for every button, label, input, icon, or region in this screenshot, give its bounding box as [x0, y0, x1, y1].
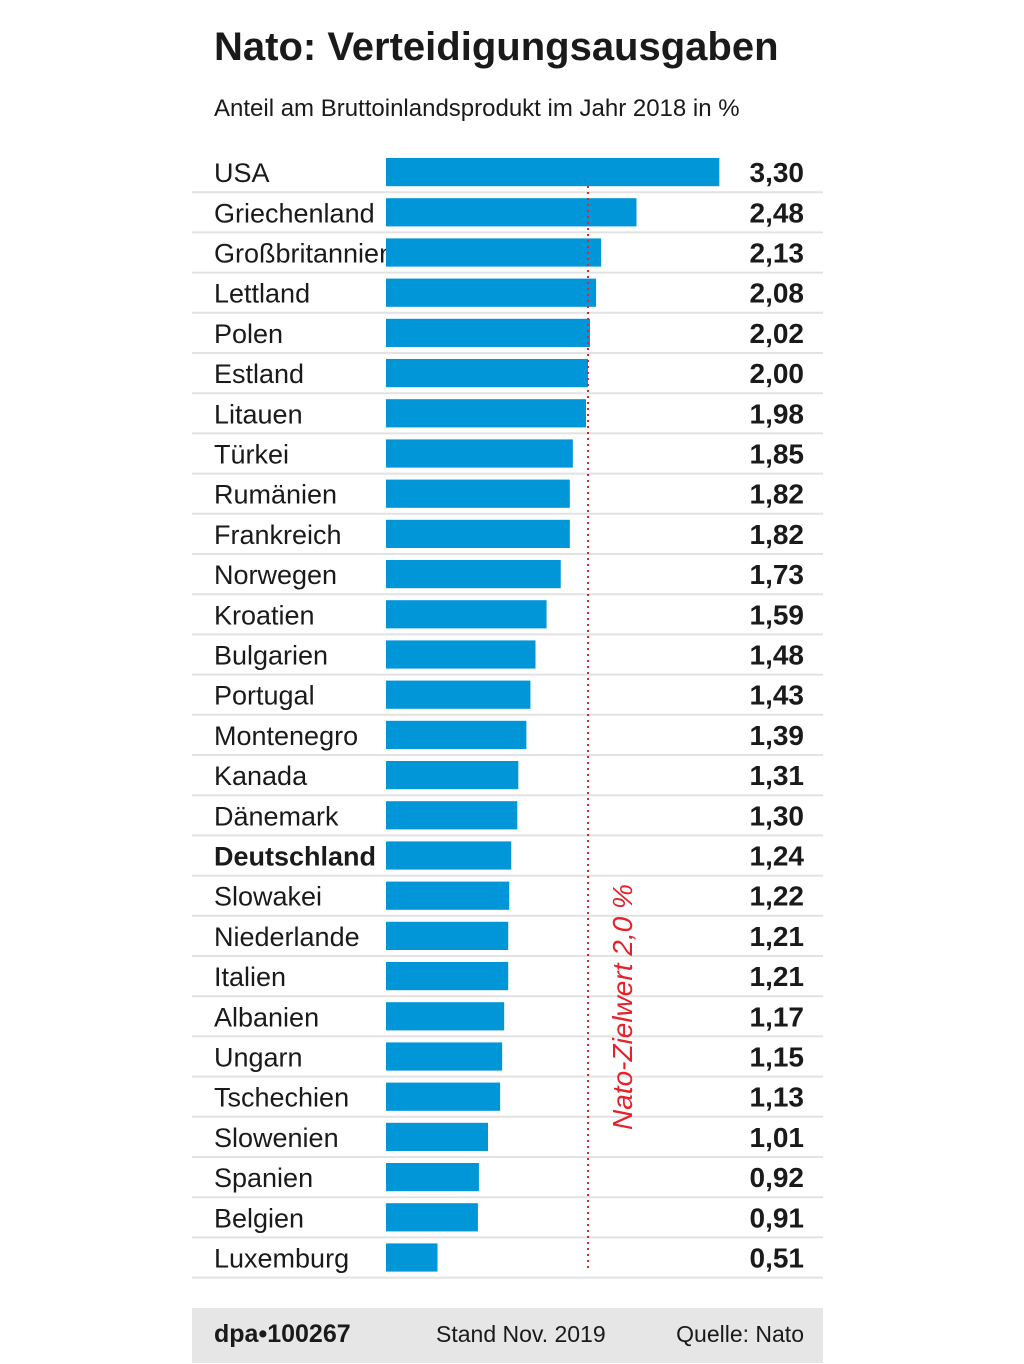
footer-bar [192, 1308, 823, 1363]
value-label: 1,82 [750, 479, 805, 510]
value-label: 1,85 [750, 439, 805, 470]
footer-agency: dpa•100267 [214, 1320, 351, 1348]
value-label: 1,39 [750, 720, 805, 751]
bar [386, 238, 602, 267]
bar [386, 1042, 503, 1071]
bar [386, 962, 509, 991]
value-label: 2,02 [750, 318, 805, 349]
value-label: 1,31 [750, 760, 805, 791]
bar [386, 640, 536, 669]
value-label: 1,22 [750, 881, 805, 912]
bar [386, 1122, 489, 1151]
value-label: 1,82 [750, 519, 805, 550]
category-label: Luxemburg [214, 1244, 349, 1274]
category-label: Frankreich [214, 520, 342, 550]
bar [386, 479, 570, 508]
bar [386, 600, 547, 629]
category-label: Spanien [214, 1163, 313, 1193]
value-label: 1,24 [750, 841, 805, 872]
value-label: 0,92 [750, 1162, 805, 1193]
bar [386, 198, 637, 227]
category-label: Italien [214, 962, 286, 992]
category-label: USA [214, 158, 270, 188]
category-label: Kroatien [214, 600, 315, 630]
category-label: Niederlande [214, 922, 360, 952]
value-label: 1,98 [750, 398, 805, 429]
value-label: 3,30 [750, 157, 805, 188]
bar [386, 881, 510, 910]
bar [386, 359, 588, 388]
bar [386, 560, 561, 589]
category-label: Türkei [214, 440, 289, 470]
bar [386, 921, 509, 950]
category-label: Ungarn [214, 1043, 303, 1073]
category-label: Albanien [214, 1002, 319, 1032]
chart-subtitle: Anteil am Bruttoinlandsprodukt im Jahr 2… [214, 95, 740, 122]
bar [386, 519, 570, 548]
bar [386, 720, 527, 749]
category-label: Norwegen [214, 560, 337, 590]
target-label: Nato-Zielwert 2,0 % [607, 884, 638, 1130]
bar [386, 1243, 438, 1272]
category-label: Montenegro [214, 721, 358, 751]
value-label: 1,17 [750, 1001, 805, 1032]
footer-source: Quelle: Nato [676, 1321, 804, 1347]
category-label: Litauen [214, 399, 303, 429]
bar [386, 399, 586, 428]
bar [386, 761, 519, 790]
bar [386, 1002, 505, 1031]
category-label: Deutschland [214, 842, 376, 872]
category-label: Großbritannien [214, 239, 394, 269]
category-label: Kanada [214, 761, 308, 791]
bar [386, 439, 573, 468]
bar [386, 318, 591, 347]
category-label: Lettland [214, 279, 310, 309]
value-label: 2,08 [750, 278, 805, 309]
category-label: Slowakei [214, 882, 322, 912]
bar [386, 158, 720, 187]
value-label: 0,91 [750, 1202, 805, 1233]
category-label: Slowenien [214, 1123, 339, 1153]
bar [386, 278, 597, 307]
category-label: Griechenland [214, 198, 375, 228]
bar [386, 680, 531, 709]
category-label: Rumänien [214, 480, 337, 510]
value-label: 1,13 [750, 1082, 805, 1113]
value-label: 2,48 [750, 197, 805, 228]
value-label: 2,13 [750, 238, 805, 269]
value-label: 1,30 [750, 800, 805, 831]
chart-title: Nato: Verteidigungsausgaben [214, 25, 779, 69]
category-label: Bulgarien [214, 641, 328, 671]
bar [386, 841, 512, 870]
value-label: 1,01 [750, 1122, 805, 1153]
bar [386, 1082, 501, 1111]
category-label: Tschechien [214, 1083, 349, 1113]
value-label: 1,21 [750, 961, 805, 992]
value-label: 1,59 [750, 599, 805, 630]
value-label: 1,43 [750, 680, 805, 711]
category-label: Portugal [214, 681, 315, 711]
bar [386, 1163, 479, 1192]
category-label: Polen [214, 319, 283, 349]
category-label: Estland [214, 359, 304, 389]
value-label: 1,15 [750, 1042, 805, 1073]
value-label: 1,73 [750, 559, 805, 590]
value-label: 1,21 [750, 921, 805, 952]
category-label: Belgien [214, 1203, 304, 1233]
bar-rows: USA 3,30 Griechenland 2,48 Großbritannien 2,1… [192, 157, 823, 1279]
category-label: Dänemark [214, 801, 339, 831]
bar [386, 1203, 478, 1232]
value-label: 0,51 [750, 1243, 805, 1274]
value-label: 1,48 [750, 640, 805, 671]
footer-date: Stand Nov. 2019 [436, 1321, 606, 1347]
value-label: 2,00 [750, 358, 805, 389]
bar [386, 801, 518, 830]
